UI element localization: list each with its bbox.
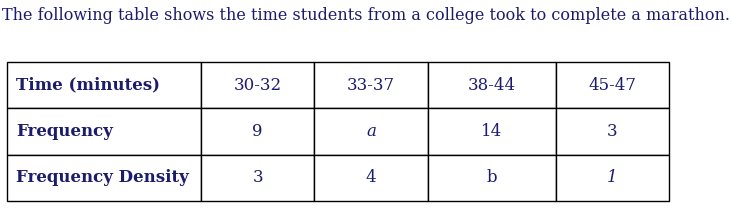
Text: 4: 4 [366, 170, 376, 186]
Text: 33-37: 33-37 [347, 77, 395, 93]
Bar [7, 155, 201, 201]
Text: 30-32: 30-32 [234, 77, 281, 93]
Text: 3: 3 [252, 170, 263, 186]
Bar [556, 108, 669, 155]
Bar [428, 155, 556, 201]
Text: 9: 9 [252, 123, 263, 140]
Bar [314, 155, 428, 201]
Text: 3: 3 [607, 123, 618, 140]
Text: 38-44: 38-44 [468, 77, 515, 93]
Bar [314, 108, 428, 155]
Bar [201, 62, 314, 108]
Bar [556, 62, 669, 108]
Bar [428, 62, 556, 108]
Text: 45-47: 45-47 [588, 77, 636, 93]
Text: b: b [486, 170, 497, 186]
Bar [7, 62, 201, 108]
Text: 1: 1 [607, 170, 618, 186]
Text: Time (minutes): Time (minutes) [16, 77, 160, 93]
Bar [7, 108, 201, 155]
Text: The following table shows the time students from a college took to complete a ma: The following table shows the time stude… [1, 7, 730, 24]
Text: Frequency: Frequency [16, 123, 113, 140]
Text: Frequency Density: Frequency Density [16, 170, 189, 186]
Bar [201, 155, 314, 201]
Text: 14: 14 [481, 123, 502, 140]
Bar [201, 108, 314, 155]
Bar [314, 62, 428, 108]
Text: a: a [366, 123, 376, 140]
Bar [556, 155, 669, 201]
Bar [428, 108, 556, 155]
